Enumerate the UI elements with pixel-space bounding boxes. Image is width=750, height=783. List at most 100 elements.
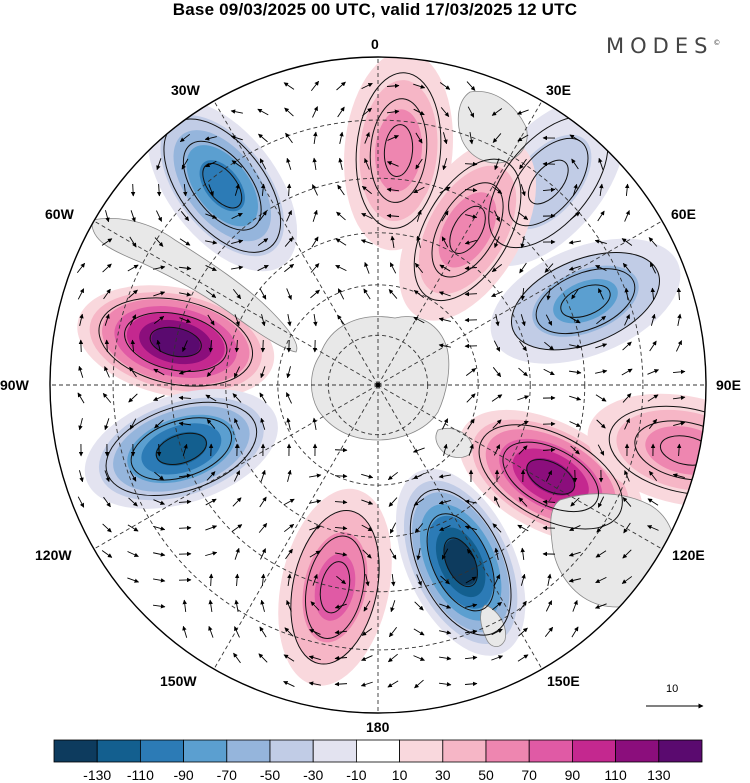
colorbar-tick-label: 90 <box>564 767 581 783</box>
colorbar-swatch <box>442 739 487 763</box>
colorbar-tick-label: -30 <box>303 767 324 783</box>
wind-arrow <box>334 681 348 687</box>
wind-arrow <box>232 288 242 300</box>
wind-arrow <box>387 161 399 167</box>
wind-arrow <box>234 547 240 560</box>
colorbar-swatch <box>658 739 703 763</box>
streamline <box>182 140 262 231</box>
wind-arrow <box>233 366 241 378</box>
wind-arrow <box>77 288 85 300</box>
wind-arrow <box>464 187 478 193</box>
wind-arrow <box>624 314 630 326</box>
streamline <box>319 561 351 614</box>
wind-arrow <box>127 577 140 583</box>
wind-arrow <box>594 603 607 609</box>
wind-arrow <box>156 339 161 352</box>
wind-arrow <box>465 576 477 584</box>
wind-arrow <box>260 339 266 353</box>
wind-arrow <box>334 499 348 505</box>
wind-arrow <box>287 573 292 586</box>
wind-arrow <box>492 601 502 611</box>
wind-arrow <box>258 523 268 533</box>
wind-arrow <box>363 288 371 300</box>
wind-arrow <box>337 106 345 118</box>
wind-arrow <box>258 653 268 663</box>
wind-arrow <box>130 183 136 197</box>
wind-arrow <box>204 136 217 141</box>
wind-arrow <box>493 340 501 352</box>
wind-arrow <box>208 184 214 197</box>
wind-arrow <box>594 239 607 244</box>
colorbar <box>53 739 703 763</box>
wind-arrow <box>570 497 580 507</box>
wind-arrow <box>128 497 138 507</box>
wind-arrow <box>335 238 347 246</box>
wind-arrow <box>260 548 266 560</box>
wind-arrow <box>569 525 581 531</box>
wind-arrow <box>621 576 633 584</box>
wind-arrow <box>231 212 243 220</box>
wind-arrow <box>677 313 682 326</box>
wind-arrow <box>259 626 267 638</box>
wind-arrow <box>258 133 268 143</box>
wind-arrow <box>672 395 686 400</box>
colorbar-swatch <box>572 739 617 763</box>
wind-arrow <box>597 496 605 508</box>
wind-arrow <box>386 109 400 114</box>
wind-arrow <box>544 626 554 637</box>
colorbar-swatch <box>96 739 141 763</box>
wind-arrow <box>520 573 526 586</box>
wind-arrow <box>261 314 266 327</box>
wind-arrow <box>335 264 347 272</box>
wind-arrow <box>337 288 345 300</box>
wind-arrow <box>361 212 373 220</box>
colorbar-swatch <box>615 739 660 763</box>
streamline <box>502 441 599 513</box>
wind-arrow <box>442 132 448 145</box>
wind-arrow <box>310 601 320 611</box>
wind-arrow <box>568 551 581 557</box>
wind-arrow <box>104 418 110 431</box>
wind-arrow <box>598 157 604 170</box>
streamline <box>124 312 228 372</box>
wind-arrow <box>464 265 478 271</box>
wind-arrow <box>413 472 425 480</box>
wind-arrow <box>259 158 267 170</box>
wind-arrow <box>647 498 659 506</box>
wind-arrow <box>153 291 166 297</box>
streamline <box>527 159 569 205</box>
wind-arrow <box>78 339 84 353</box>
wind-arrow <box>416 574 422 586</box>
wind-arrow <box>676 443 682 457</box>
wind-arrow <box>283 654 295 662</box>
wind-arrow <box>283 498 295 506</box>
wind-arrow <box>312 106 318 118</box>
wind-arrow <box>334 447 348 453</box>
wind-arrow <box>493 574 501 586</box>
wind-arrow <box>596 419 606 429</box>
wind-arrow <box>390 235 395 248</box>
wind-arrow <box>517 524 529 532</box>
wind-arrow <box>283 82 295 90</box>
wind-arrow <box>129 236 137 248</box>
wind-arrow <box>361 473 374 479</box>
wind-arrow <box>178 421 192 426</box>
wind-arrow <box>494 210 500 222</box>
wind-arrow <box>464 239 477 245</box>
streamline-ring-8 <box>608 405 706 496</box>
wind-arrow <box>598 288 604 300</box>
wind-arrow <box>285 132 293 144</box>
wind-arrow <box>568 265 581 271</box>
wind-arrow <box>414 523 424 533</box>
streamline-ring-7 <box>478 424 623 530</box>
wind-arrow <box>309 629 321 635</box>
wind-arrow <box>231 265 244 270</box>
wind-arrow <box>102 392 112 403</box>
wind-arrow <box>156 210 162 222</box>
wind-arrow <box>178 266 192 271</box>
wind-arrow <box>494 236 500 248</box>
wind-arrow <box>208 339 214 353</box>
wind-arrow <box>624 418 630 430</box>
wind-arrow <box>441 418 449 430</box>
wind-arrow <box>286 417 291 430</box>
